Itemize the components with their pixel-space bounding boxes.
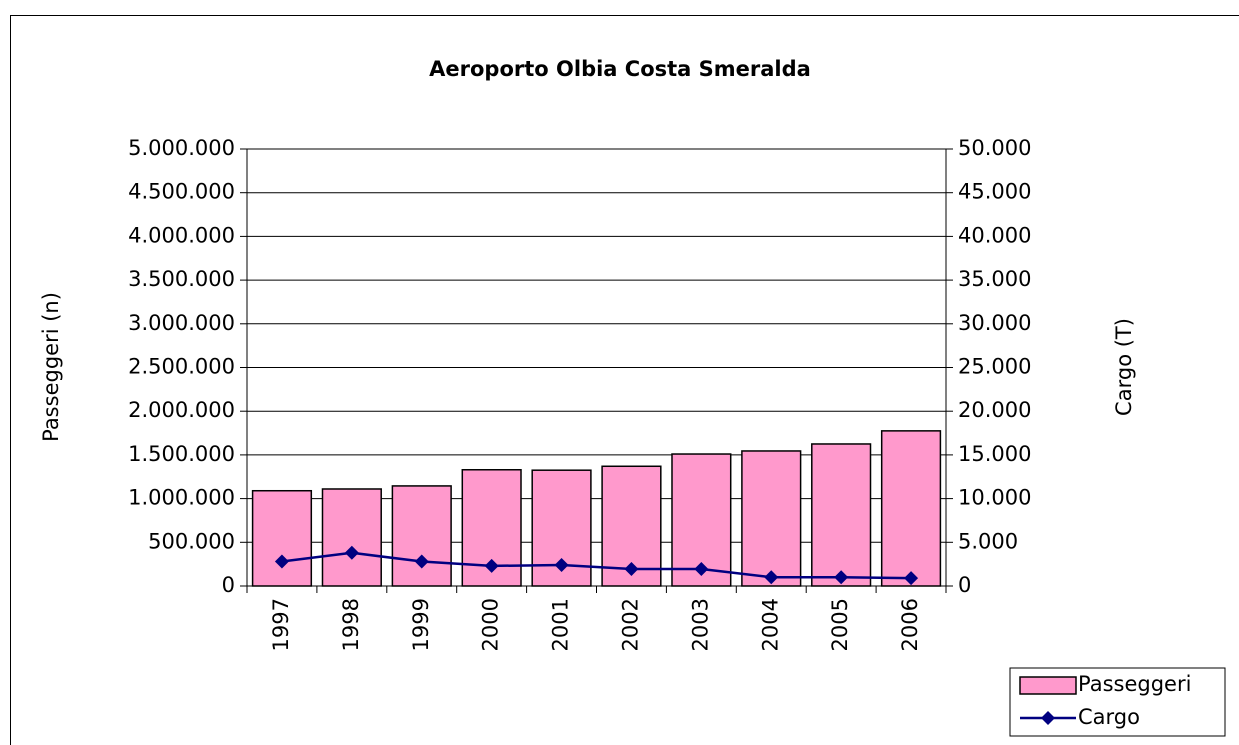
y-tick-label: 1.000.000: [128, 486, 235, 510]
bar: [741, 450, 802, 587]
marker: [904, 571, 919, 586]
y-tick-label: 4.000.000: [128, 223, 235, 247]
bar: [391, 485, 452, 587]
y2-tick-label: 5.000: [958, 529, 1018, 553]
marker: [274, 554, 289, 569]
x-tick-label: 2001: [549, 598, 573, 651]
y-tick-label: 2.500.000: [128, 355, 235, 379]
x-tick-label: 1999: [409, 598, 433, 651]
marker: [764, 570, 779, 585]
marker: [624, 561, 639, 576]
y-axis-label: Passeggeri (n): [39, 292, 63, 442]
bar: [321, 488, 382, 587]
chart-border: [10, 15, 1239, 745]
y2-tick-label: 25.000: [958, 355, 1031, 379]
bar: [251, 489, 313, 587]
marker: [694, 561, 709, 576]
x-tick-label: 2006: [898, 598, 922, 651]
marker: [554, 558, 569, 573]
y2-tick-label: 50.000: [958, 136, 1031, 160]
legend-label: Cargo: [1078, 705, 1140, 729]
y-tick-label: 500.000: [148, 529, 235, 553]
marker: [414, 554, 429, 569]
chart-title: Aeroporto Olbia Costa Smeralda: [429, 57, 811, 81]
x-tick-label: 2005: [828, 598, 852, 651]
marker: [834, 570, 849, 585]
legend-label: Passeggeri: [1078, 672, 1191, 696]
y-tick-label: 2.000.000: [128, 398, 235, 422]
x-tick-label: 1998: [339, 598, 363, 651]
y2-tick-label: 15.000: [958, 442, 1031, 466]
y2-tick-label: 35.000: [958, 267, 1031, 291]
legend-swatch: [1019, 676, 1077, 695]
y2-axis-label: Cargo (T): [1112, 318, 1136, 416]
marker: [344, 545, 359, 560]
marker: [484, 558, 499, 573]
x-tick-label: 2004: [758, 598, 782, 651]
y2-tick-label: 30.000: [958, 311, 1031, 335]
x-tick-label: 2003: [688, 598, 712, 651]
y-tick-label: 0: [222, 573, 235, 597]
y2-tick-label: 20.000: [958, 398, 1031, 422]
y-tick-label: 1.500.000: [128, 442, 235, 466]
y2-tick-label: 40.000: [958, 223, 1031, 247]
y-tick-label: 3.500.000: [128, 267, 235, 291]
cargo-line: [281, 551, 912, 580]
y-tick-label: 5.000.000: [128, 136, 235, 160]
y-tick-label: 3.000.000: [128, 311, 235, 335]
y-tick-label: 4.500.000: [128, 180, 235, 204]
y2-tick-label: 45.000: [958, 180, 1031, 204]
x-tick-label: 1997: [269, 598, 293, 651]
bar: [880, 430, 942, 587]
x-tick-label: 2000: [479, 598, 503, 651]
y2-tick-label: 10.000: [958, 486, 1031, 510]
legend-marker: [1041, 711, 1055, 725]
y2-tick-label: 0: [958, 573, 971, 597]
x-tick-label: 2002: [618, 598, 642, 651]
bar: [811, 443, 872, 587]
